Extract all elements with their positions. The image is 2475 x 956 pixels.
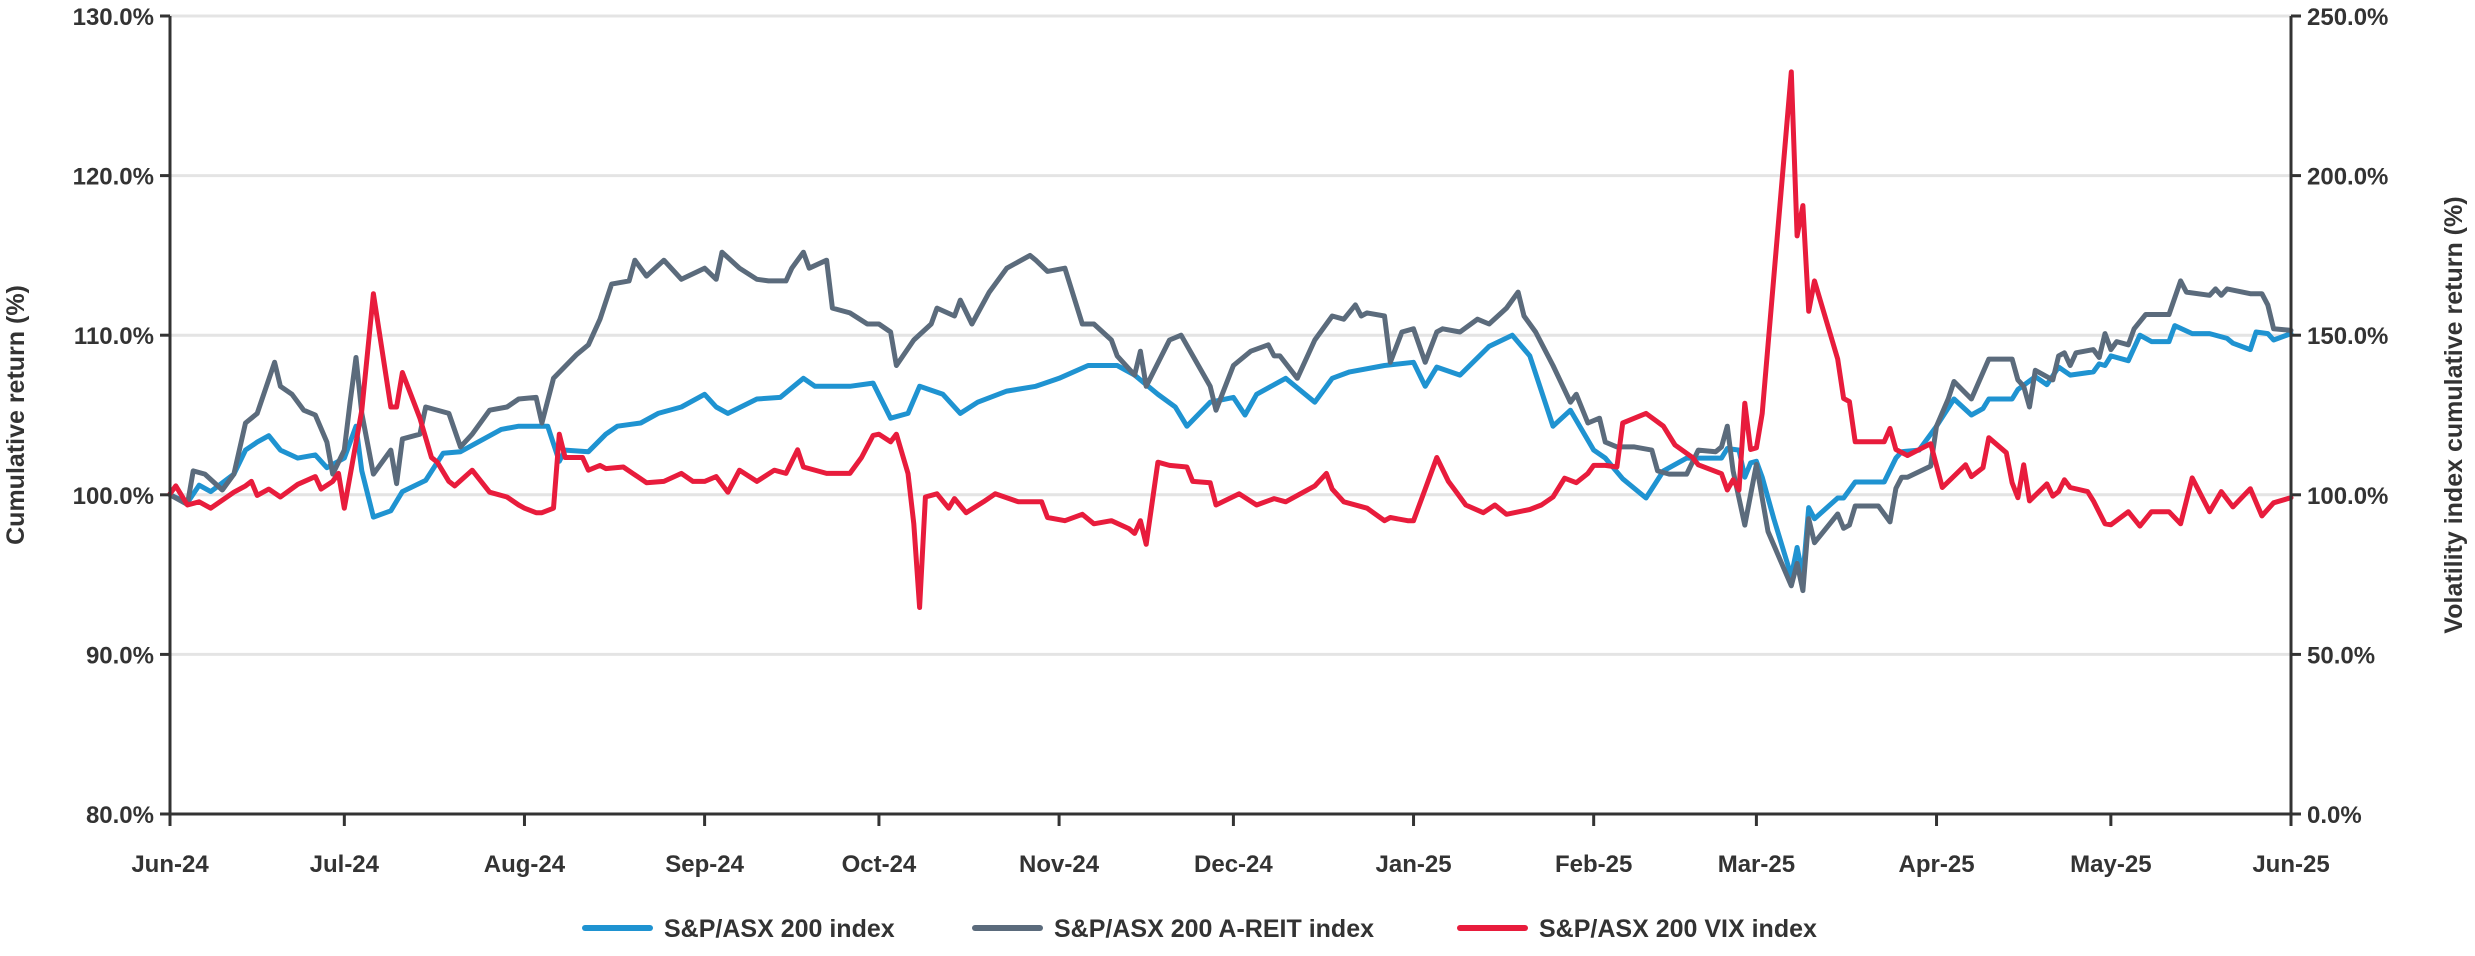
y-tick-label: 120.0%: [73, 164, 154, 191]
x-tick-label: Oct-24: [842, 851, 917, 878]
x-tick-label: Sep-24: [665, 851, 744, 878]
gridlines: [170, 14, 2291, 656]
y2-tick-label: 0.0%: [2307, 802, 2362, 829]
right-y-ticks: 0.0% 50.0% 100.0% 150.0% 200.0% 250.0%: [2291, 4, 2388, 829]
y2-tick-label: 250.0%: [2307, 4, 2388, 31]
y-tick-label: 80.0%: [86, 802, 154, 829]
legend-label: S&P/ASX 200 A-REIT index: [1054, 915, 1374, 943]
legend-item: S&P/ASX 200 VIX index: [1457, 915, 1817, 943]
y2-tick-label: 50.0%: [2307, 642, 2375, 669]
y2-tick-label: 200.0%: [2307, 164, 2388, 191]
y2-tick-label: 150.0%: [2307, 323, 2388, 350]
left-y-axis-title: Cumulative return (%): [2, 285, 30, 545]
y-tick-label: 100.0%: [73, 483, 154, 510]
legend: S&P/ASX 200 index S&P/ASX 200 A-REIT ind…: [582, 915, 1817, 943]
legend-label: S&P/ASX 200 VIX index: [1539, 915, 1817, 943]
right-y-axis-title: Volatility index cumulative return (%): [2440, 196, 2468, 633]
x-tick-label: Jan-25: [1376, 851, 1452, 878]
x-tick-label: Jun-25: [2252, 851, 2329, 878]
legend-item: S&P/ASX 200 index: [582, 915, 895, 943]
series-line-asx200: [167, 323, 2294, 579]
x-tick-label: Mar-25: [1718, 851, 1795, 878]
y-tick-label: 90.0%: [86, 642, 154, 669]
left-y-ticks: 80.0% 90.0% 100.0% 110.0% 120.0% 130.0%: [73, 4, 170, 829]
series-line-areit: [167, 249, 2294, 594]
x-tick-label: Apr-25: [1899, 851, 1975, 878]
x-tick-label: Aug-24: [484, 851, 566, 878]
x-tick-label: May-25: [2070, 851, 2151, 878]
x-tick-label: Feb-25: [1555, 851, 1632, 878]
y-tick-label: 130.0%: [73, 4, 154, 31]
x-tick-label: Jun-24: [131, 851, 209, 878]
x-ticks: Jun-24 Jul-24 Aug-24 Sep-24 Oct-24 Nov-24 Dec-…: [131, 814, 2330, 878]
x-tick-label: Jul-24: [310, 851, 380, 878]
legend-item: S&P/ASX 200 A-REIT index: [972, 915, 1374, 943]
series-lines: [167, 69, 2294, 610]
x-tick-label: Dec-24: [1194, 851, 1273, 878]
legend-label: S&P/ASX 200 index: [664, 915, 895, 943]
series-line-vix: [167, 69, 2294, 610]
y2-tick-label: 100.0%: [2307, 483, 2388, 510]
x-tick-label: Nov-24: [1019, 851, 1100, 878]
y-tick-label: 110.0%: [74, 323, 154, 350]
